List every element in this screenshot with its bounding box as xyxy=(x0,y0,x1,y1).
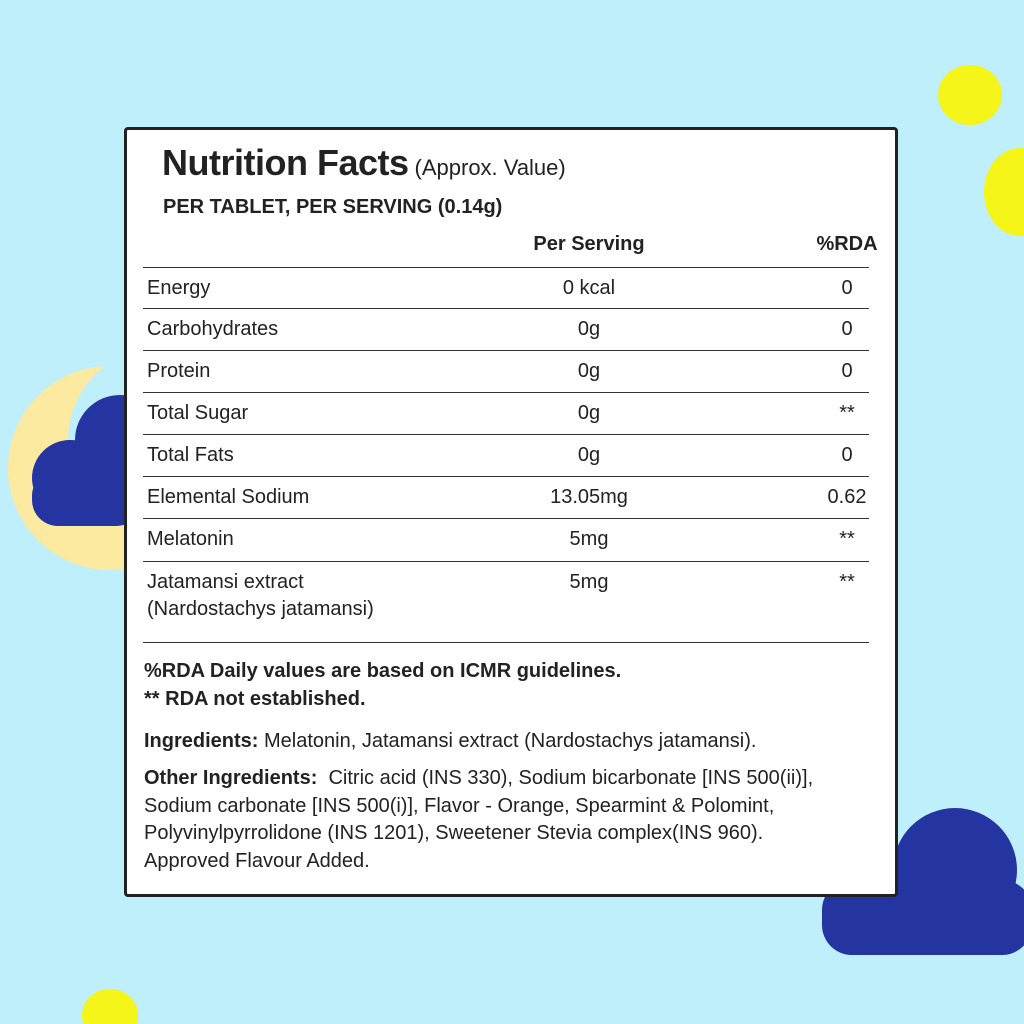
rule xyxy=(143,350,869,351)
row-name-note: (Nardostachys jatamansi) xyxy=(147,598,374,620)
rule xyxy=(143,434,869,435)
row-name: Protein xyxy=(147,360,211,382)
rule xyxy=(143,518,869,519)
other-ingredients-line: Approved Flavour Added. xyxy=(144,850,370,873)
row-name: Total Fats xyxy=(147,444,234,466)
rule xyxy=(143,392,869,393)
ingredients-text: Melatonin, Jatamansi extract (Nardostach… xyxy=(264,730,757,752)
column-header-text: %RDA xyxy=(816,233,878,255)
other-ingredients-text: Sodium carbonate [INS 500(i)], Flavor - … xyxy=(144,794,775,817)
other-ingredients-text: Approved Flavour Added. xyxy=(144,849,370,872)
rda-value: ** xyxy=(839,402,855,424)
rule xyxy=(143,476,869,477)
row-name: Carbohydrates xyxy=(147,318,279,340)
nutrition-card: Nutrition Facts (Approx. Value) PER TABLE… xyxy=(124,127,898,897)
other-ingredients-label: Other Ingredients: xyxy=(144,767,318,789)
other-ingredients-text: Polyvinylpyrrolidone (INS 1201), Sweeten… xyxy=(144,822,764,844)
per-serving-value: 0g xyxy=(577,402,601,424)
yellow-blob xyxy=(984,148,1024,236)
row-name: Total Sugar xyxy=(147,402,249,424)
rda-value: 0 xyxy=(841,318,853,340)
footnote: ** RDA not established. xyxy=(144,688,366,710)
per-serving-value: 5mg xyxy=(569,528,609,550)
yellow-blob xyxy=(82,989,138,1024)
ingredients: Ingredients: Melatonin, Jatamansi extrac… xyxy=(144,730,756,753)
per-serving-value: 0g xyxy=(577,360,601,382)
rda-value: ** xyxy=(839,571,855,593)
serving-size: PER TABLET, PER SERVING (0.14g) xyxy=(163,196,503,218)
cloud-right xyxy=(822,808,1024,955)
per-serving-value: 5mg xyxy=(569,571,609,593)
per-serving-value: 0g xyxy=(577,444,601,466)
rule xyxy=(143,308,869,309)
other-ingredients-line: Polyvinylpyrrolidone (INS 1201), Sweeten… xyxy=(144,822,763,845)
row-name: Melatonin xyxy=(147,528,234,550)
other-ingredients-line: Other Ingredients: Citric acid (INS 330)… xyxy=(144,767,813,790)
title-line: Nutrition Facts (Approx. Value) xyxy=(162,142,566,184)
row-name: Elemental Sodium xyxy=(147,486,310,508)
yellow-blob xyxy=(938,65,1002,125)
per-serving-value: 0 kcal xyxy=(562,277,616,299)
rda-value: ** xyxy=(839,528,855,550)
row-name: Energy xyxy=(147,277,211,299)
subtitle: (Approx. Value) xyxy=(414,155,566,180)
per-serving-value: 13.05mg xyxy=(550,486,628,508)
rda-value: 0.62 xyxy=(827,486,867,508)
rda-value: 0 xyxy=(841,277,853,299)
title: Nutrition Facts xyxy=(162,142,409,183)
footnote: %RDA Daily values are based on ICMR guid… xyxy=(144,660,622,682)
rda-value: 0 xyxy=(841,360,853,382)
rule xyxy=(143,642,869,643)
per-serving-value: 0g xyxy=(577,318,601,340)
other-ingredients-text: Citric acid (INS 330), Sodium bicarbonat… xyxy=(328,767,814,789)
ingredients-label: Ingredients: xyxy=(144,730,259,752)
rule xyxy=(143,267,869,268)
other-ingredients-line: Sodium carbonate [INS 500(i)], Flavor - … xyxy=(144,795,774,818)
rda-value: 0 xyxy=(841,444,853,466)
column-header-text: Per Serving xyxy=(533,233,645,255)
row-name: Jatamansi extract xyxy=(147,571,304,593)
rule xyxy=(143,561,869,562)
